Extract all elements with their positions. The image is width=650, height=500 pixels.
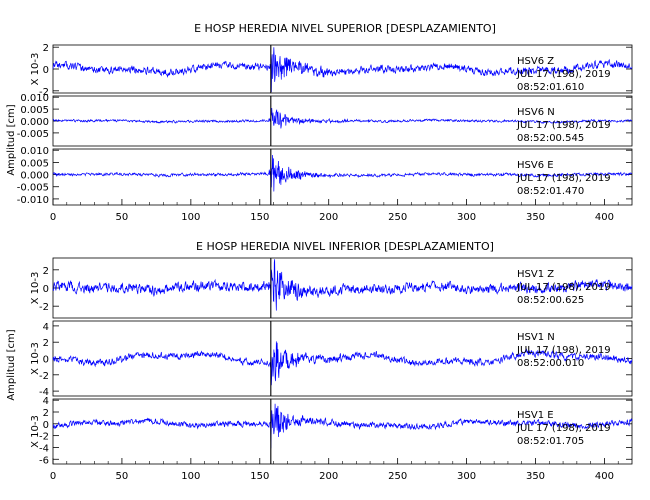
date-label: JUL 17 (198), 2019 — [516, 282, 611, 293]
upper-ylabel: Amplitud [cm] — [6, 104, 17, 175]
scale-label: X 10-3 — [30, 415, 41, 448]
panel-hsv1-n: -4 -2 0 2 4X 10-3 HSV1 N JUL 17 (198), 2019 08:… — [30, 320, 633, 398]
x-tick-label: 150 — [250, 212, 269, 223]
y-tick-label: -0.010 — [17, 195, 49, 206]
upper-figure: E HOSP HEREDIA NIVEL SUPERIOR [DESPLAZAM… — [6, 22, 633, 223]
y-tick-label: 2 — [43, 408, 49, 419]
y-tick-label: -6 — [39, 455, 49, 466]
x-tick-label: 350 — [526, 212, 545, 223]
lower-figure: E HOSP HEREDIA NIVEL INFERIOR [DESPLAZAM… — [6, 240, 633, 482]
y-tick-label: 4 — [43, 396, 49, 407]
panel-hsv1-z: -2 0 2X 10-3 HSV1 Z JUL 17 (198), 2019 08:52:… — [30, 257, 633, 319]
x-tick-label: 150 — [250, 471, 269, 482]
y-tick-label: 0.010 — [20, 93, 49, 104]
waveform-line — [52, 259, 633, 311]
station-label: HSV1 E — [517, 410, 554, 421]
panel-hsv6-z: -2 0 2X 10-3 HSV6 Z JUL 17 (198), 2019 08:52:… — [30, 43, 633, 98]
waveform-line — [52, 341, 633, 386]
time-label: 08:52:00.625 — [517, 295, 584, 306]
y-tick-label: -0.005 — [17, 183, 49, 194]
waveform-line — [52, 154, 633, 192]
x-tick-label: 50 — [116, 212, 129, 223]
date-label: JUL 17 (198), 2019 — [516, 173, 611, 184]
y-tick-label: 2 — [43, 43, 49, 54]
x-tick-label: 250 — [388, 212, 407, 223]
station-label: HSV1 N — [517, 332, 555, 343]
time-label: 08:52:01.705 — [517, 436, 584, 447]
x-tick-label: 300 — [457, 471, 476, 482]
x-tick-label: 350 — [526, 471, 545, 482]
lower-x-axis: 0 50 100 150 200 250 300 350 400 — [50, 458, 619, 482]
upper-x-axis: 0 50 100 150 200 250 300 350 400 — [50, 199, 619, 223]
y-tick-label: 4 — [43, 322, 49, 333]
y-tick-label: 2 — [43, 338, 49, 349]
y-tick-label: -4 — [39, 443, 49, 454]
waveform-line — [52, 47, 633, 93]
waveform-line — [52, 403, 633, 449]
time-label: 08:52:01.470 — [517, 186, 584, 197]
date-label: JUL 17 (198), 2019 — [516, 345, 611, 356]
time-label: 08:52:00.545 — [517, 133, 584, 144]
x-tick-label: 100 — [181, 471, 200, 482]
scale-label: X 10-3 — [30, 53, 41, 86]
y-tick-label: -4 — [39, 387, 49, 398]
date-label: JUL 17 (198), 2019 — [516, 69, 611, 80]
y-tick-label: -2 — [39, 302, 49, 313]
lower-title: E HOSP HEREDIA NIVEL INFERIOR [DESPLAZAM… — [196, 240, 494, 253]
x-tick-label: 0 — [50, 212, 56, 223]
scale-label: X 10-3 — [30, 342, 41, 375]
scale-label: X 10-3 — [30, 272, 41, 305]
x-tick-label: 200 — [319, 212, 338, 223]
time-label: 08:52:01.610 — [517, 82, 584, 93]
y-tick-label: -2 — [39, 87, 49, 98]
x-tick-label: 0 — [50, 471, 56, 482]
y-tick-label: 0.000 — [20, 117, 49, 128]
y-tick-label: 0 — [43, 355, 49, 366]
x-tick-label: 100 — [181, 212, 200, 223]
station-label: HSV6 Z — [517, 56, 554, 67]
y-tick-label: 0 — [43, 65, 49, 76]
lower-ylabel: Amplitud [cm] — [6, 329, 17, 400]
date-label: JUL 17 (198), 2019 — [516, 423, 611, 434]
y-tick-label: 2 — [43, 266, 49, 277]
x-tick-label: 400 — [595, 212, 614, 223]
y-tick-label: 0 — [43, 284, 49, 295]
station-label: HSV1 Z — [517, 269, 554, 280]
upper-title: E HOSP HEREDIA NIVEL SUPERIOR [DESPLAZAM… — [194, 22, 496, 35]
y-tick-label: 0.000 — [20, 171, 49, 182]
station-label: HSV6 N — [517, 107, 555, 118]
x-tick-label: 400 — [595, 471, 614, 482]
x-tick-label: 300 — [457, 212, 476, 223]
y-tick-label: -2 — [39, 432, 49, 443]
y-tick-label: 0.005 — [20, 105, 49, 116]
y-tick-label: 0 — [43, 420, 49, 431]
waveform-line — [52, 108, 633, 129]
station-label: HSV6 E — [517, 160, 554, 171]
y-tick-label: 0.010 — [20, 146, 49, 157]
x-tick-label: 200 — [319, 471, 338, 482]
y-tick-label: 0.005 — [20, 158, 49, 169]
x-tick-label: 50 — [116, 471, 129, 482]
date-label: JUL 17 (198), 2019 — [516, 120, 611, 131]
x-tick-label: 250 — [388, 471, 407, 482]
time-label: 08:52:00.010 — [517, 358, 584, 369]
y-tick-label: -0.005 — [17, 129, 49, 140]
y-tick-label: -2 — [39, 371, 49, 382]
